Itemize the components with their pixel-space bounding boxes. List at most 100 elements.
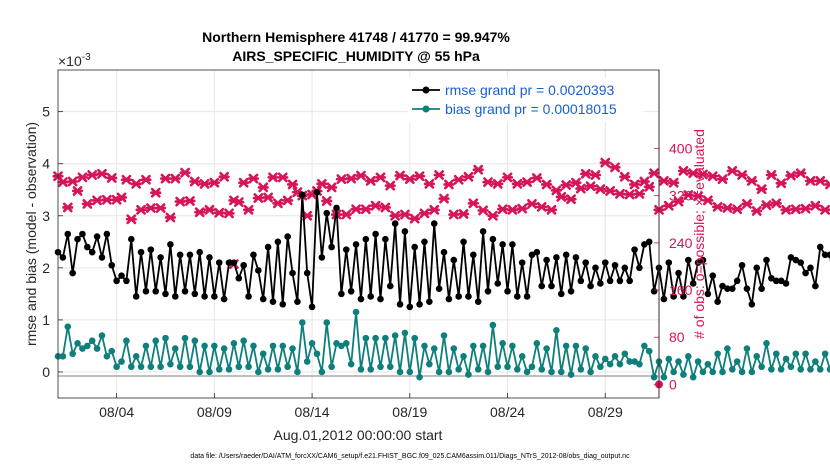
obs-evaluated-marker [164,212,177,223]
bias-point [587,368,594,376]
bias-point [338,342,345,350]
rmse-point [74,235,81,243]
rmse-point [196,248,203,256]
bias-point [689,373,697,381]
rmse-point [699,256,707,264]
obs-evaluated-marker [120,174,133,185]
rmse-point [132,293,140,300]
obs-evaluated-marker [140,174,152,185]
bias-point [176,363,184,371]
rmse-point [64,230,72,238]
obs-evaluated-marker [413,171,426,182]
x-tick-label: 08/14 [295,404,330,420]
obs-evaluated-marker [804,176,817,186]
obs-evaluated-marker [194,207,206,218]
bias-point [64,323,72,330]
bias-point [450,345,458,352]
rmse-point [479,228,487,235]
rmse-point [455,293,462,300]
bias-point [782,355,790,363]
obs-evaluated-marker [433,170,445,180]
rmse-point [572,254,580,261]
obs-evaluated-marker [462,171,475,182]
bias-point [386,363,394,371]
obs-evaluated-marker [96,168,108,179]
rmse-point [240,261,247,269]
rmse-point [347,287,355,295]
rmse-point [206,254,213,261]
rmse-point [220,295,228,303]
obs-evaluated-marker [389,210,401,221]
y-axis-label-right: # of obs: o=possible; ×=evaluated [691,129,707,339]
obs-evaluated-marker [726,165,738,176]
rmse-point [430,220,438,227]
bias-point [792,350,800,358]
rmse-point [411,243,418,251]
rmse-point [636,264,643,272]
bias-point [557,368,565,376]
obs-evaluated-marker [584,181,597,192]
bias-point [489,321,497,329]
rmse-point [562,251,570,259]
rmse-point [167,241,174,248]
bias-point [342,340,350,347]
bias-point [694,358,702,365]
rmse-point [577,277,585,285]
rmse-point [440,248,448,256]
bias-point [440,332,448,339]
obs-evaluated-marker [633,188,646,199]
obs-evaluated-marker [233,197,245,208]
bias-point [699,368,707,376]
right-tick-label: 320 [669,188,693,204]
obs-evaluated-marker [457,209,470,219]
rmse-point [103,230,111,238]
legend-bias-marker [422,105,430,113]
bias-point [606,360,614,368]
right-tick-label: 160 [669,282,693,298]
bias-point [704,360,712,368]
rmse-point [518,259,526,266]
rmse-point [215,259,223,266]
bias-point [308,340,316,347]
bias-point [636,360,643,368]
obs-evaluated-marker [799,203,812,214]
right-tick-label: 80 [669,329,685,345]
rmse-point [377,295,384,303]
rmse-point [645,238,653,246]
obs-evaluated-marker [516,203,528,214]
bias-point [206,368,213,376]
rmse-point [391,220,399,227]
rmse-point [147,246,155,253]
rmse-point [382,235,389,243]
obs-evaluated-marker [531,173,543,183]
obs-evaluated-marker [316,178,328,189]
bias-point [294,368,301,376]
rmse-point [763,256,770,264]
obs-evaluated-marker [369,200,382,211]
chart-title-line-2: AIRS_SPECIFIC_HUMIDITY @ 55 hPa [232,48,480,64]
rmse-point [587,282,594,290]
obs-evaluated-marker [404,174,416,185]
obs-evaluated-marker [394,170,406,181]
rmse-point [484,287,492,295]
obs-evaluated-marker [658,176,670,186]
rmse-point [514,293,521,300]
rmse-point [792,256,800,264]
rmse-point [274,238,282,246]
obs-evaluated-marker [824,179,830,190]
rmse-point [728,285,736,292]
obs-evaluated-marker [707,171,719,182]
rmse-point [704,290,712,298]
bias-point [797,366,804,373]
obs-evaluated-marker [819,204,830,215]
bias-point [255,368,262,376]
bias-point [455,366,462,373]
obs-evaluated-marker [174,196,186,207]
rmse-point [201,293,208,300]
obs-evaluated-marker [467,198,479,209]
obs-evaluated-marker [91,195,103,206]
obs-evaluated-marker [736,170,748,180]
left-axis-ticks: 0 1 2 3 4 5 [42,104,63,380]
obs-evaluated-marker [257,182,269,193]
bias-point [430,345,438,352]
